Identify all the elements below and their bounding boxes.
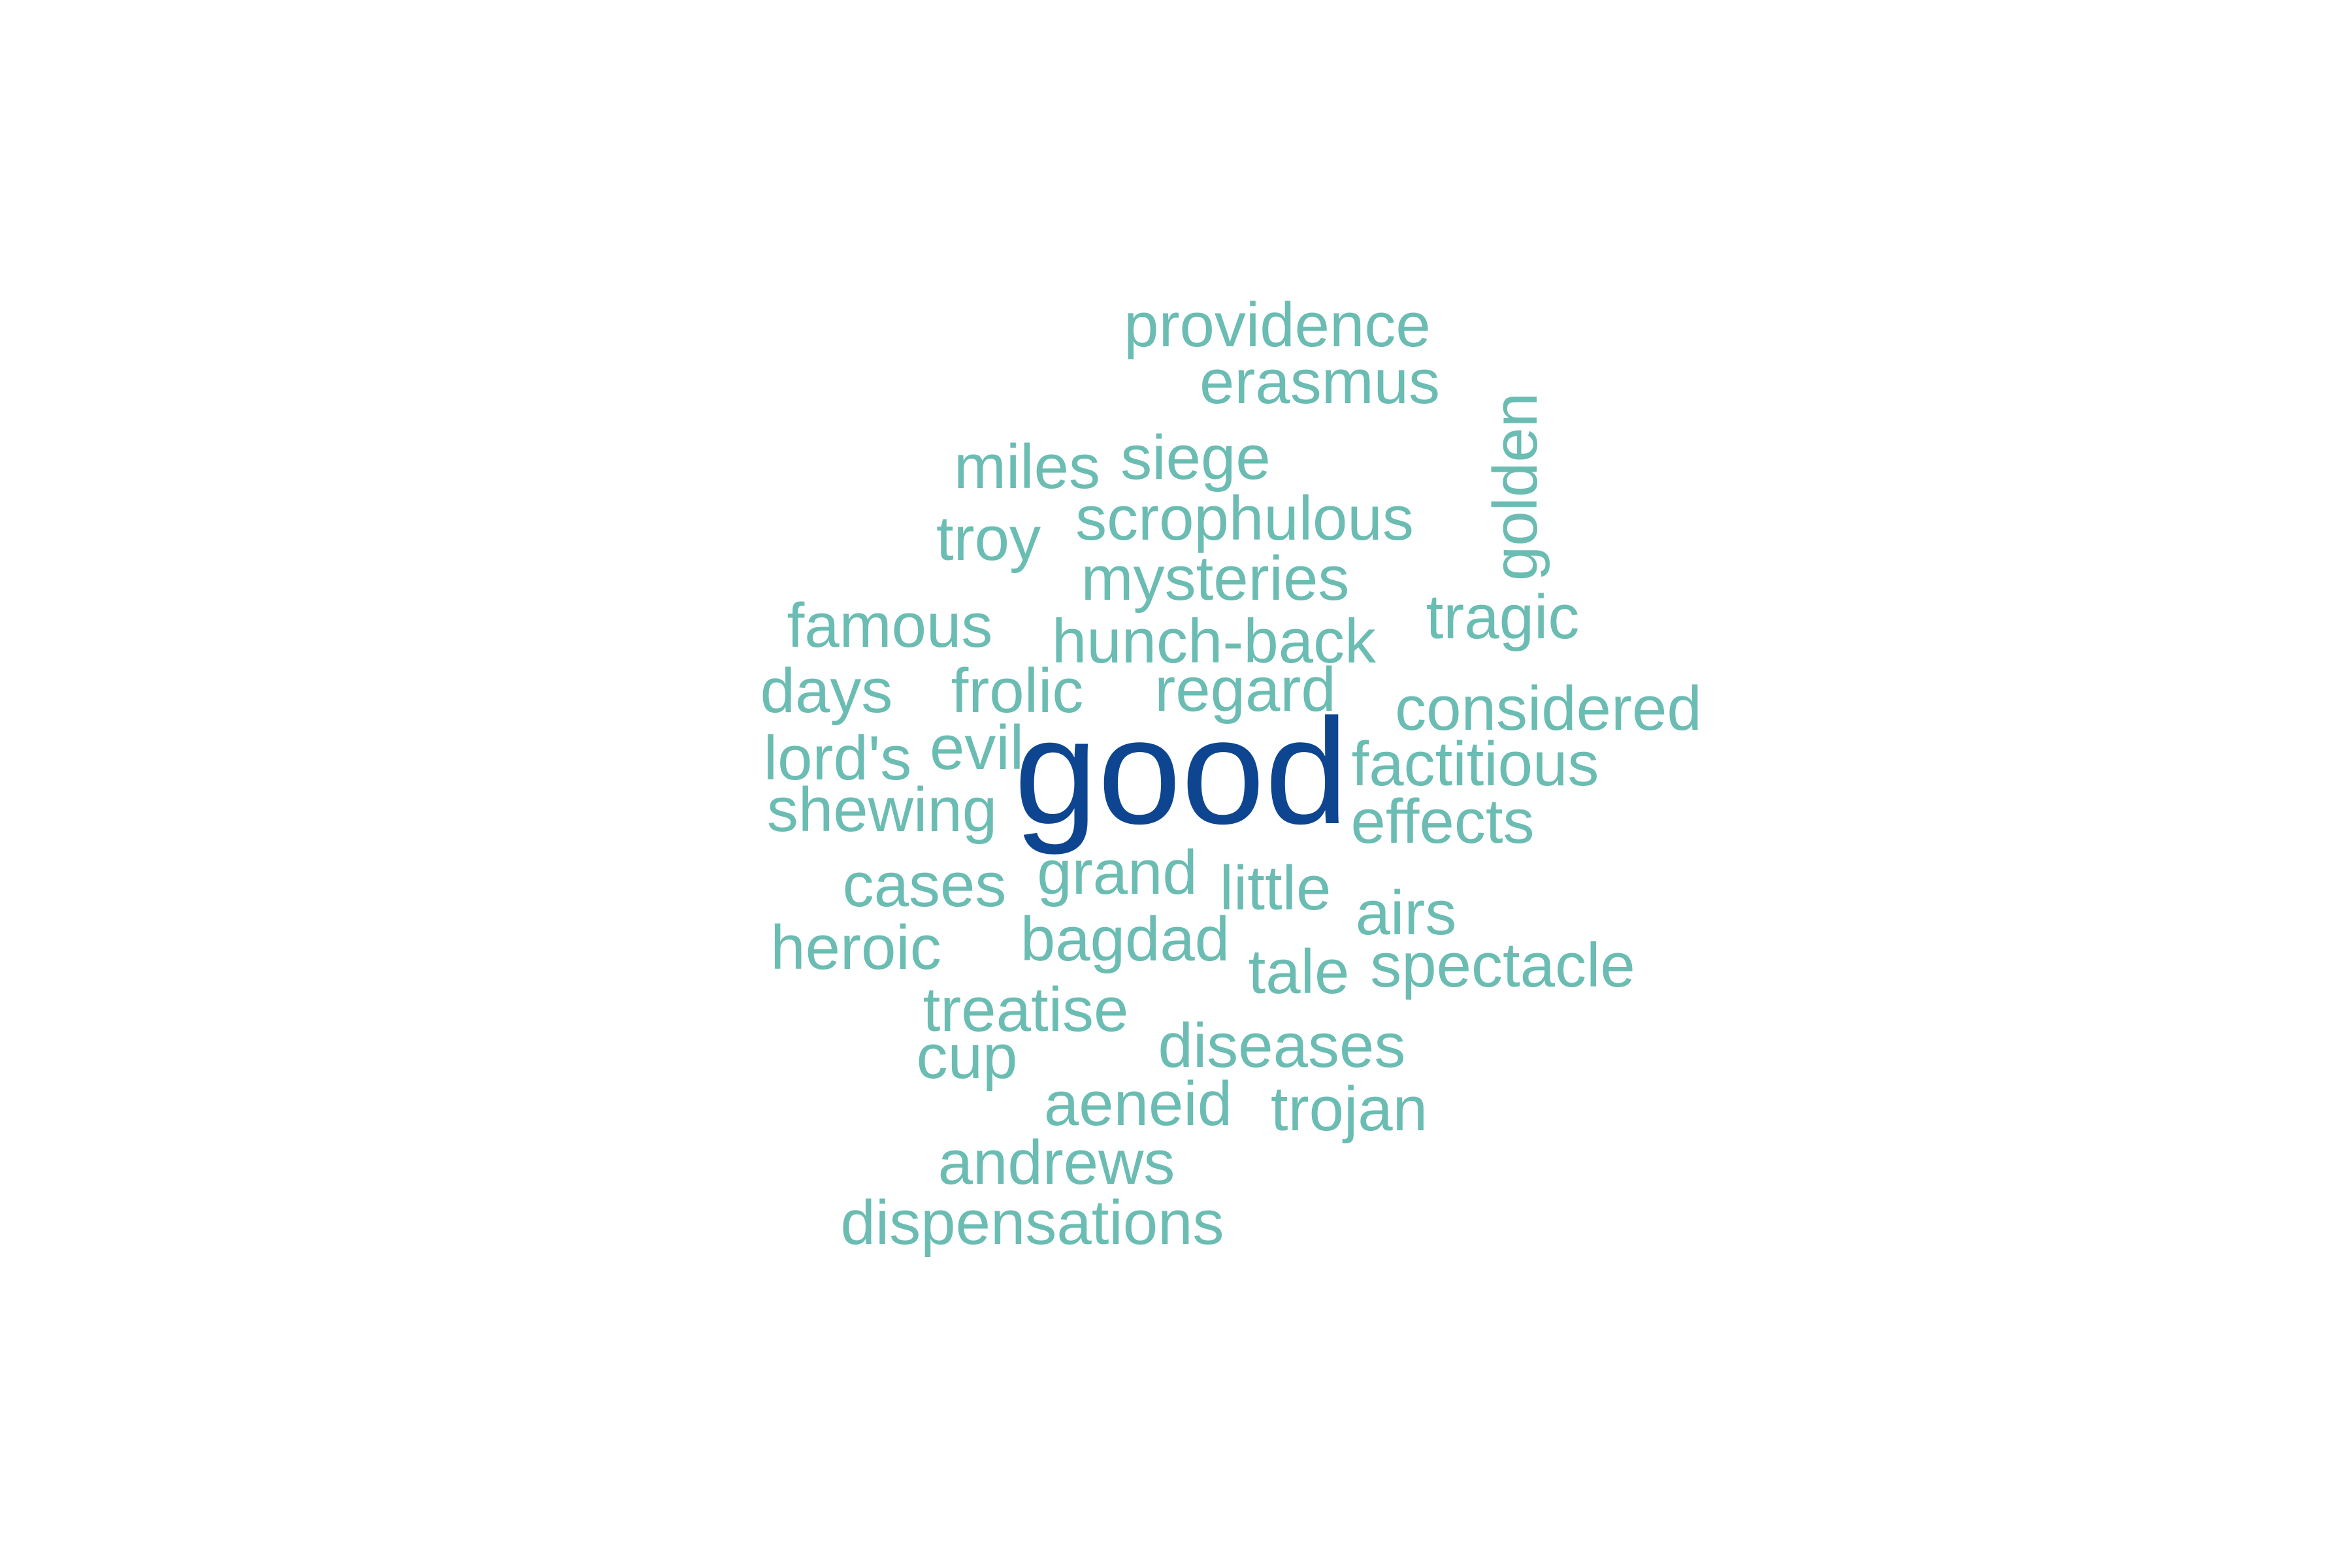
word-mysteries: mysteries bbox=[1081, 544, 1350, 613]
word-airs: airs bbox=[1356, 878, 1457, 948]
word-regard: regard bbox=[1154, 655, 1336, 725]
word-erasmus: erasmus bbox=[1200, 347, 1440, 417]
word-diseases: diseases bbox=[1158, 1011, 1406, 1081]
word-hunch-back: hunch-back bbox=[1052, 606, 1377, 676]
word-heroic: heroic bbox=[770, 913, 941, 983]
word-little: little bbox=[1220, 853, 1331, 923]
word-aeneid: aeneid bbox=[1044, 1069, 1232, 1139]
word-lords: lord's bbox=[764, 723, 911, 793]
word-miles: miles bbox=[954, 432, 1100, 502]
word-providence: providence bbox=[1124, 290, 1431, 360]
word-tale: tale bbox=[1249, 937, 1350, 1007]
word-tragic: tragic bbox=[1426, 582, 1580, 652]
word-evil: evil bbox=[930, 713, 1024, 783]
word-factitious: factitious bbox=[1352, 729, 1599, 799]
word-treatise: treatise bbox=[923, 975, 1129, 1045]
word-days: days bbox=[760, 656, 893, 726]
word-andrews: andrews bbox=[938, 1128, 1175, 1198]
word-troy: troy bbox=[936, 504, 1041, 574]
word-grand: grand bbox=[1037, 838, 1198, 907]
word-bagdad: bagdad bbox=[1021, 904, 1230, 974]
word-considered: considered bbox=[1395, 674, 1702, 743]
word-effects: effects bbox=[1350, 787, 1534, 857]
word-famous: famous bbox=[787, 591, 993, 661]
word-golden: golden bbox=[1480, 393, 1550, 581]
word-shewing: shewing bbox=[767, 775, 997, 845]
word-cup: cup bbox=[917, 1022, 1018, 1092]
word-good: good bbox=[1014, 687, 1348, 855]
word-siege: siege bbox=[1120, 423, 1271, 493]
word-spectacle: spectacle bbox=[1370, 930, 1635, 1000]
word-dispensations: dispensations bbox=[840, 1188, 1224, 1258]
word-scrophulous: scrophulous bbox=[1075, 483, 1414, 553]
word-trojan: trojan bbox=[1271, 1074, 1428, 1144]
word-cases: cases bbox=[843, 850, 1007, 920]
word-frolic: frolic bbox=[951, 656, 1084, 726]
